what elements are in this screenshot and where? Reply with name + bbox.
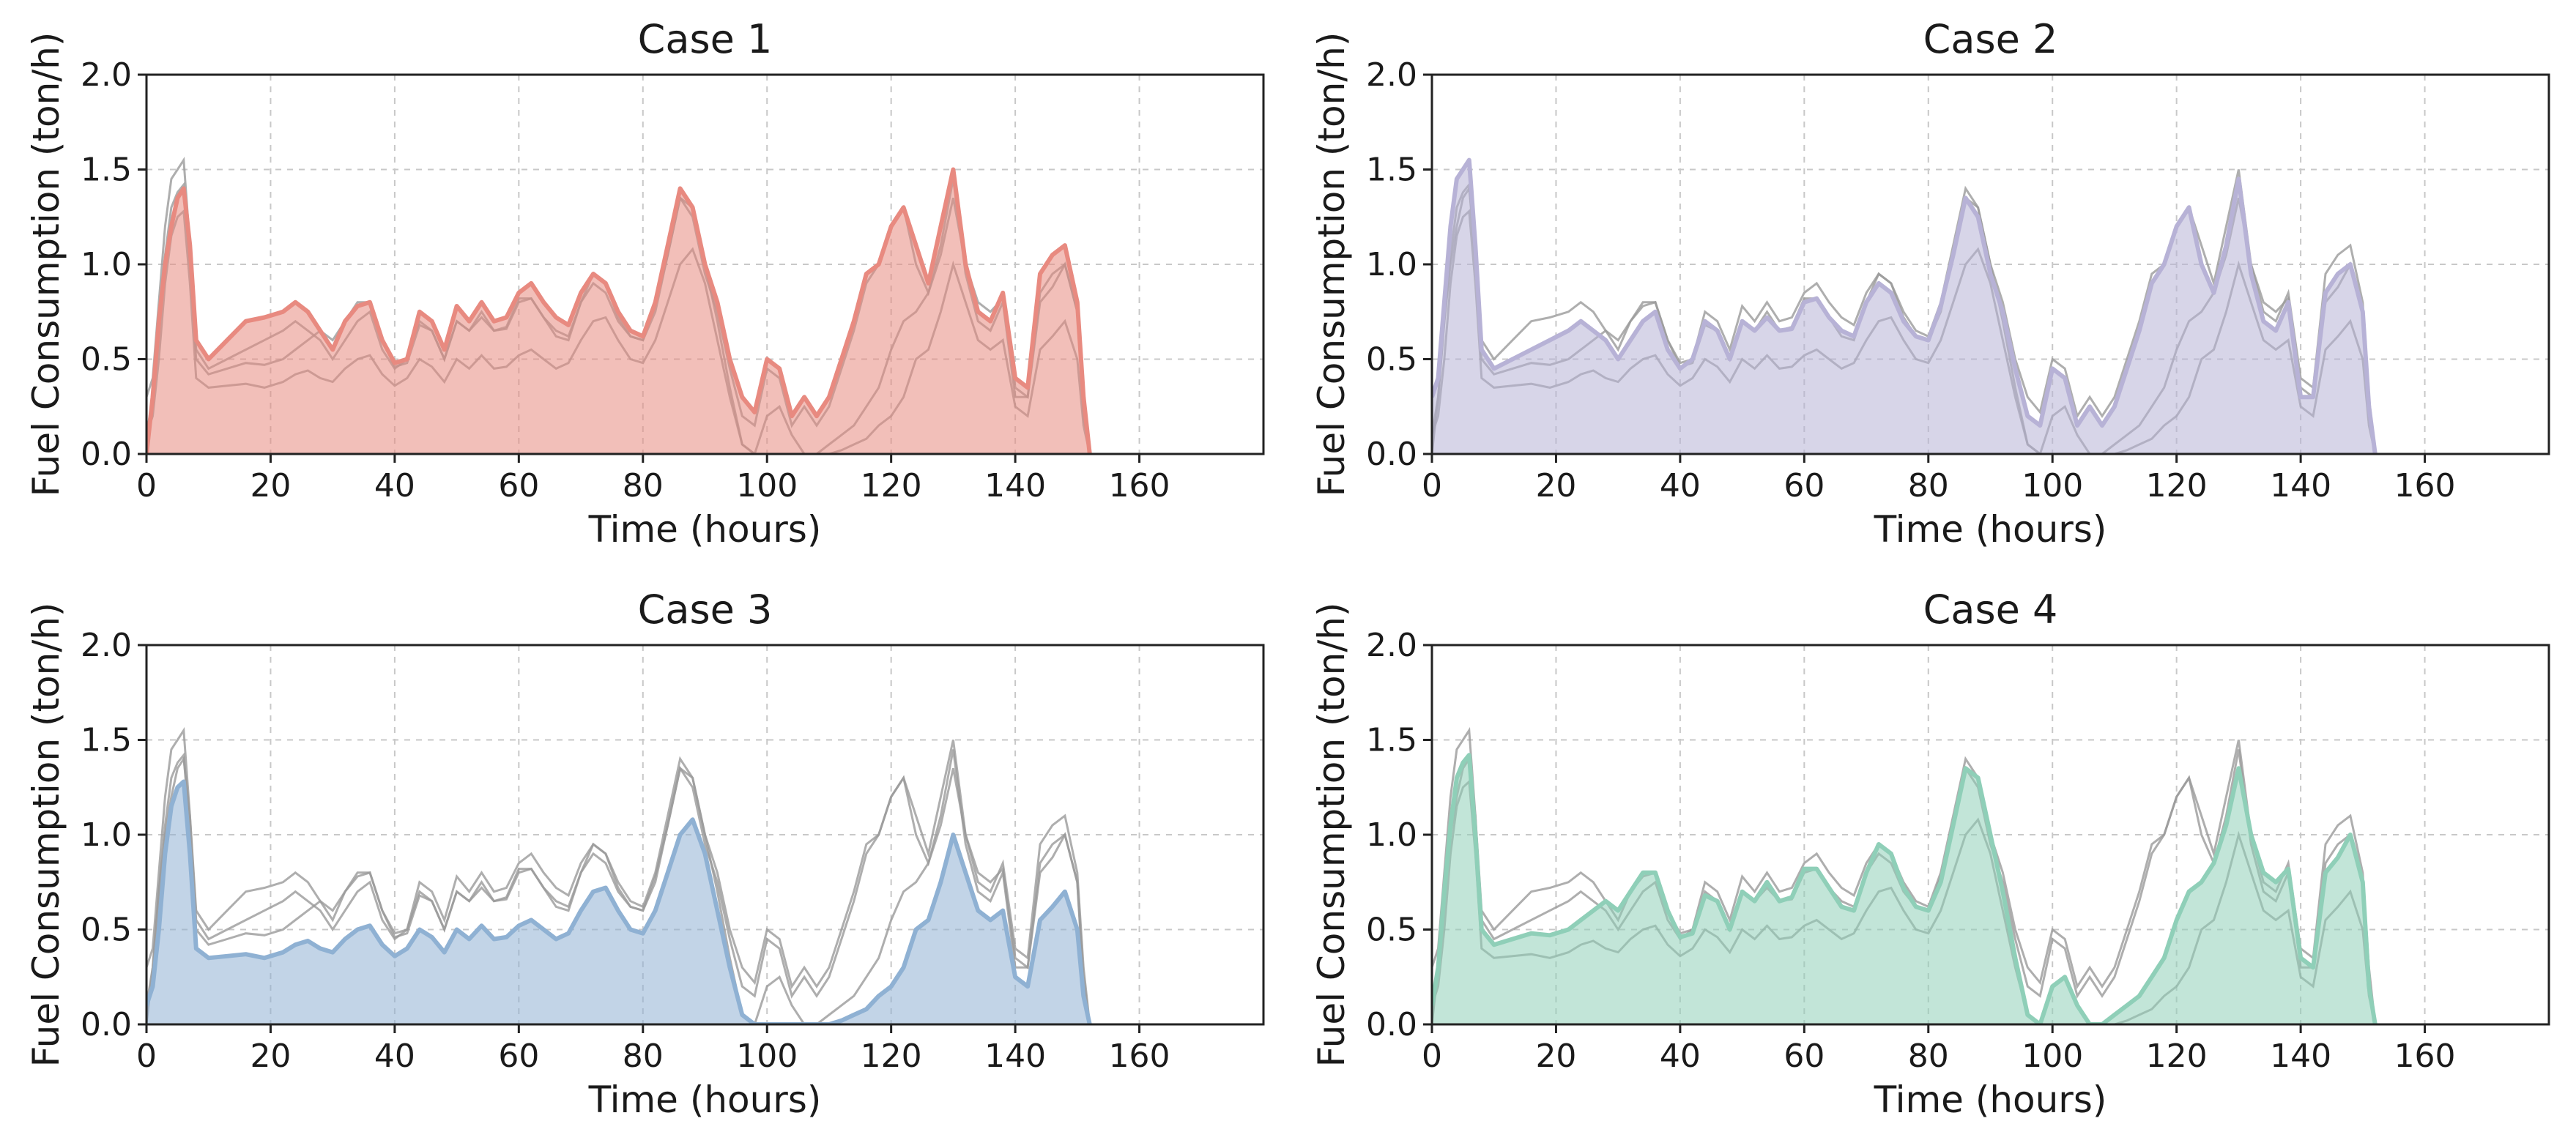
y-tick-label: 1.5 <box>1366 722 1417 759</box>
chart-panel-4: 0 20 40 60 80 100 120 140 160 0.0 0.5 1.0 1.5 2.0 Case… <box>1310 587 2550 1121</box>
reference-lines <box>146 726 1091 1024</box>
y-tick-label: 2.0 <box>81 627 132 664</box>
y-tick-label: 0.0 <box>81 436 132 473</box>
y-axis-label: Fuel Consumption (ton/h) <box>25 32 67 497</box>
x-tick-label: 140 <box>2270 1038 2331 1075</box>
y-tick-label: 0.5 <box>1366 912 1417 949</box>
chart-title: Case 4 <box>1923 587 2058 633</box>
y-axis-label: Fuel Consumption (ton/h) <box>1310 32 1353 497</box>
chart-panel-2: 0 20 40 60 80 100 120 140 160 0.0 0.5 1.0 1.5 2.0 Case… <box>1310 16 2550 551</box>
x-tick-label: 60 <box>1783 1038 1825 1075</box>
series-line <box>1432 157 2378 454</box>
chart-title: Case 2 <box>1923 16 2058 62</box>
y-tick-label: 1.5 <box>1366 152 1417 189</box>
x-tick-label: 60 <box>1783 467 1825 504</box>
x-tick-label: 140 <box>984 467 1046 504</box>
x-tick-label: 20 <box>250 467 291 504</box>
series-line <box>1432 753 2378 1024</box>
x-axis-label: Time (hours) <box>588 508 822 551</box>
x-tick-label: 40 <box>1660 1038 1701 1075</box>
chart-title: Case 1 <box>638 16 773 62</box>
x-tick-label: 60 <box>498 1038 539 1075</box>
y-tick-label: 0.5 <box>81 912 132 949</box>
x-tick-label: 100 <box>2022 467 2083 504</box>
y-tick-label: 0.5 <box>81 341 132 379</box>
series-main <box>1432 753 2378 1024</box>
x-axis-label: Time (hours) <box>1874 508 2107 551</box>
x-tick-label: 120 <box>2146 467 2208 504</box>
x-tick-label: 0 <box>1422 1038 1442 1075</box>
chart-title: Case 3 <box>638 587 773 633</box>
x-tick-label: 80 <box>623 467 664 504</box>
y-tick-label: 1.0 <box>81 246 132 283</box>
x-tick-label: 120 <box>861 467 922 504</box>
y-tick-label: 0.0 <box>1366 1006 1417 1043</box>
x-axis-label: Time (hours) <box>1874 1079 2107 1121</box>
x-tick-label: 20 <box>250 1038 291 1075</box>
reference-line-4 <box>146 752 1091 1024</box>
x-tick-label: 0 <box>1422 467 1442 504</box>
series-line <box>146 167 1092 454</box>
x-tick-label: 160 <box>2394 467 2456 504</box>
reference-line-2 <box>146 726 1091 1024</box>
x-tick-label: 120 <box>861 1038 922 1075</box>
y-tick-label: 1.0 <box>81 816 132 854</box>
y-tick-label: 1.0 <box>1366 246 1417 283</box>
y-axis-label: Fuel Consumption (ton/h) <box>25 603 67 1068</box>
x-tick-label: 120 <box>2146 1038 2208 1075</box>
series-main <box>1432 157 2378 454</box>
x-axis-label: Time (hours) <box>588 1079 822 1121</box>
series-area <box>146 781 1090 1024</box>
y-tick-label: 0.0 <box>1366 436 1417 473</box>
chart-panel-1: 0 20 40 60 80 100 120 140 160 0.0 0.5 1.0 1.5 2.0 Case… <box>25 16 1265 551</box>
series-main <box>146 167 1092 454</box>
y-tick-label: 2.0 <box>1366 627 1417 664</box>
x-tick-label: 40 <box>374 467 415 504</box>
y-tick-label: 0.5 <box>1366 341 1417 379</box>
x-tick-label: 140 <box>984 1038 1046 1075</box>
chart-panel-3: 0 20 40 60 80 100 120 140 160 0.0 0.5 1.0 1.5 2.0 Case… <box>25 587 1265 1121</box>
series-main <box>146 779 1092 1024</box>
x-tick-label: 0 <box>136 467 157 504</box>
series-line <box>146 779 1092 1024</box>
x-tick-label: 40 <box>374 1038 415 1075</box>
x-tick-label: 60 <box>498 467 539 504</box>
y-tick-label: 2.0 <box>81 56 132 94</box>
x-tick-label: 40 <box>1660 467 1701 504</box>
x-tick-label: 160 <box>2394 1038 2456 1075</box>
x-tick-label: 100 <box>736 1038 798 1075</box>
y-tick-label: 1.5 <box>81 722 132 759</box>
x-tick-label: 100 <box>2022 1038 2083 1075</box>
x-tick-label: 80 <box>1908 467 1949 504</box>
y-tick-label: 2.0 <box>1366 56 1417 94</box>
x-tick-label: 160 <box>1109 467 1170 504</box>
x-tick-label: 160 <box>1109 1038 1170 1075</box>
x-tick-label: 140 <box>2270 467 2331 504</box>
y-axis-label: Fuel Consumption (ton/h) <box>1310 603 1353 1068</box>
x-tick-label: 80 <box>623 1038 664 1075</box>
x-tick-label: 0 <box>136 1038 157 1075</box>
x-tick-label: 100 <box>736 467 798 504</box>
y-tick-label: 1.5 <box>81 152 132 189</box>
y-tick-label: 1.0 <box>1366 816 1417 854</box>
y-tick-label: 0.0 <box>81 1006 132 1043</box>
series-area <box>1432 160 2375 454</box>
x-tick-label: 20 <box>1535 1038 1576 1075</box>
x-tick-label: 80 <box>1908 1038 1949 1075</box>
series-area <box>146 169 1090 454</box>
x-tick-label: 20 <box>1535 467 1576 504</box>
